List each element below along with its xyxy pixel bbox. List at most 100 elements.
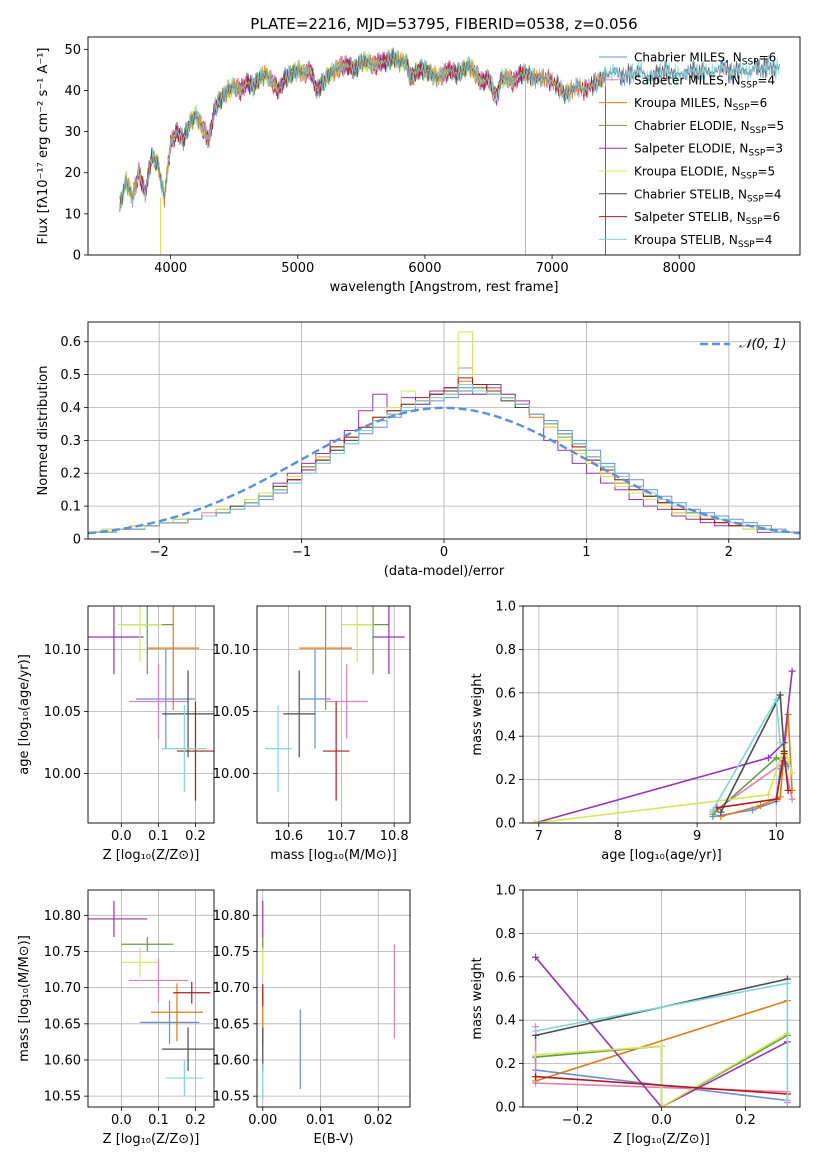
- weight-marker: [532, 1027, 540, 1035]
- weight-marker: [764, 754, 772, 762]
- legend-label-tail: =5: [766, 119, 784, 133]
- legend-label: Salpeter MILES, NSSP=4: [634, 73, 775, 90]
- x-tick-label: 9: [693, 829, 701, 844]
- legend-label-main: Kroupa MILES, N: [634, 96, 733, 110]
- weight-marker: [788, 667, 796, 675]
- errorbars: [264, 606, 405, 801]
- y-tick-label: 10.10: [44, 643, 81, 658]
- x-tick-label: −0.2: [562, 1113, 594, 1128]
- mass-vs-Z-panel: 0.0 0.1 0.2 10.55 10.60 10.65 10.70 10.75 10.80 Z…: [17, 889, 215, 1147]
- x-tick-label: 10: [768, 829, 785, 844]
- legend-label-tail: =4: [757, 73, 775, 87]
- y-tick-label: 10.10: [213, 643, 250, 658]
- y-tick-label: 1.0: [495, 600, 516, 615]
- legend-label: Kroupa ELODIE, NSSP=5: [634, 165, 775, 182]
- legend-label-main: Salpeter MILES, N: [634, 73, 741, 87]
- y-tick-label: 0.3: [60, 434, 81, 449]
- weight-marker: [532, 1051, 540, 1059]
- y-tick-label: 10.55: [213, 1090, 250, 1105]
- legend-label: Chabrier MILES, NSSP=6: [634, 51, 776, 68]
- y-tick-label: 50: [64, 43, 81, 58]
- y-tick-label: 0: [73, 249, 81, 264]
- x-tick-label: 7: [535, 829, 543, 844]
- y-tick-label: 20: [64, 166, 81, 181]
- weight-marker: [531, 819, 539, 823]
- y-tick-label: 10.65: [44, 1017, 81, 1032]
- weight-marker: [772, 695, 780, 703]
- y-tick-label: 40: [64, 84, 81, 99]
- x-tick-label: 0.02: [364, 1113, 393, 1128]
- weight-marker: [658, 1103, 665, 1107]
- plot-frame: [256, 889, 411, 1108]
- y-tick-label: 0.2: [495, 1057, 516, 1072]
- y-tick-label: 0.4: [495, 730, 516, 745]
- weight-line: [535, 999, 788, 1082]
- plot-frame: [522, 889, 801, 1108]
- x-tick-label: 8000: [663, 261, 696, 276]
- y-tick-label: 0.6: [60, 335, 81, 350]
- y-tick-label: 0.0: [495, 817, 516, 832]
- x-axis-label: age [log₁₀(age/yr)]: [601, 848, 722, 863]
- x-axis-label: Z [log₁₀(Z/Z⊙)]: [103, 1132, 200, 1147]
- y-tick-label: 10.70: [213, 981, 250, 996]
- y-tick-label: 0.1: [60, 500, 81, 515]
- legend-label: Chabrier ELODIE, NSSP=5: [634, 119, 784, 136]
- residuals-panel: −2 −1 0 1 2 0 0.1 0.2 0.3 0.4 0.5 0.6 (data-model)/e…: [36, 321, 801, 579]
- y-tick-label: 10.80: [213, 909, 250, 924]
- y-tick-label: 0.0: [495, 1101, 516, 1116]
- massweight-vs-age-panel: 7 8 9 10 0.0 0.2 0.4 0.6 0.8 1.0 age [log₁₀(age/yr…: [470, 600, 801, 863]
- weight-line: [720, 714, 793, 818]
- y-tick-label: 10.75: [44, 945, 81, 960]
- legend-label: Kroupa MILES, NSSP=6: [634, 96, 767, 113]
- y-tick-label: 0.8: [495, 927, 516, 942]
- plot-frame: [87, 36, 801, 256]
- x-tick-label: 0: [440, 545, 448, 560]
- weight-line: [535, 1075, 788, 1095]
- legend-label-sub: SSP: [747, 194, 764, 204]
- x-tick-label: 5000: [281, 261, 314, 276]
- weight-marker: [780, 750, 788, 758]
- x-tick-label: 0.0: [111, 829, 132, 844]
- x-tick-label: 0.2: [185, 1113, 206, 1128]
- weight-lines: [531, 667, 796, 823]
- weight-marker: [788, 795, 796, 803]
- x-tick-label: 10.7: [327, 829, 356, 844]
- x-tick-label: 8: [614, 829, 622, 844]
- y-tick-label: 10.00: [44, 767, 81, 782]
- age-vs-Z-panel: 0.0 0.1 0.2 10.00 10.05 10.10 Z [log₁₀(Z/Z⊙)] a…: [17, 605, 215, 863]
- x-tick-label: 2: [725, 545, 733, 560]
- legend-label-tail: =6: [750, 96, 768, 110]
- legend-label-sub: SSP: [741, 80, 758, 90]
- legend-label-main: Salpeter STELIB, N: [634, 210, 746, 224]
- y-tick-label: 10.80: [44, 909, 81, 924]
- x-tick-label: 10.8: [380, 829, 409, 844]
- legend-label-tail: =5: [757, 165, 775, 179]
- y-tick-label: 10.75: [213, 945, 250, 960]
- weight-marker: [764, 791, 772, 799]
- weight-line: [720, 692, 785, 813]
- y-axis-label: Flux [fλ10⁻¹⁷ erg cm⁻² s⁻¹ A⁻¹]: [36, 48, 51, 245]
- weight-lines: [532, 953, 791, 1107]
- legend-label-tail: =4: [764, 187, 782, 201]
- plot-frame: [256, 605, 411, 824]
- y-tick-label: 0.4: [60, 401, 81, 416]
- y-tick-label: 10.70: [44, 981, 81, 996]
- legend-label-tail: =6: [759, 51, 777, 65]
- legend-label: Salpeter ELODIE, NSSP=3: [634, 142, 783, 159]
- x-axis-label: mass [log₁₀(M/M⊙)]: [270, 848, 397, 863]
- spectrum-panel: 4000 5000 6000 7000 8000 0 10 20 30 40 50 wavelengt…: [36, 36, 801, 295]
- weight-marker: [788, 769, 796, 777]
- legend-label: Chabrier STELIB, NSSP=4: [634, 187, 782, 204]
- x-tick-label: 0.0: [651, 1113, 672, 1128]
- legend-label-sub: SSP: [742, 58, 759, 68]
- weight-marker: [772, 795, 780, 803]
- histogram-step: [88, 384, 800, 533]
- y-tick-label: 0.4: [495, 1014, 516, 1029]
- x-tick-label: 0.0: [111, 1113, 132, 1128]
- weight-marker: [783, 1096, 791, 1104]
- x-tick-label: 1: [582, 545, 590, 560]
- spectrum-line: [119, 49, 781, 208]
- weight-marker: [776, 793, 784, 801]
